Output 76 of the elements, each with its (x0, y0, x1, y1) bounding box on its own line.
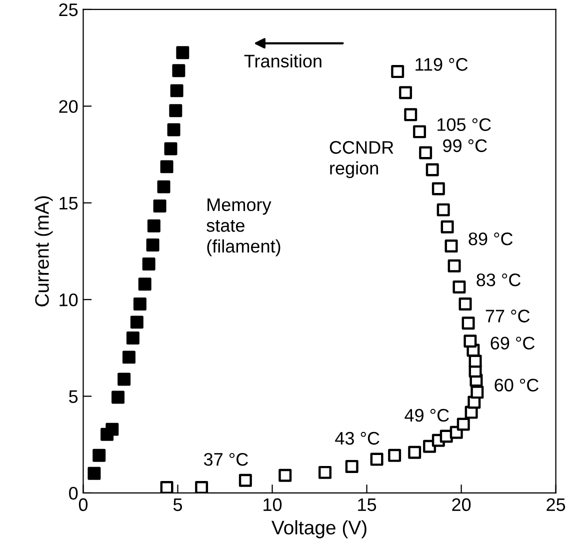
y-tick-label: 15 (60, 196, 78, 210)
point (436, 203, 450, 216)
annotation: Transition (244, 54, 322, 68)
annotation: 60 °C (494, 378, 539, 392)
annotation: 37 °C (204, 452, 248, 466)
annotation: 43 °C (335, 432, 380, 445)
point (169, 104, 182, 118)
x-tick-label: 10 (264, 498, 282, 512)
point (470, 386, 484, 399)
point (146, 238, 160, 252)
annotation: 77 °C (486, 310, 530, 322)
point (370, 452, 384, 466)
point (92, 448, 106, 462)
point (88, 466, 101, 480)
point (456, 418, 470, 431)
y-axis-title: Current (mA) (34, 196, 53, 306)
point (138, 278, 152, 291)
y-tick-label: 10 (60, 293, 78, 306)
annotation: 49 °C (404, 408, 449, 422)
point (157, 180, 170, 194)
point (426, 163, 439, 176)
point (133, 298, 146, 310)
point (404, 108, 418, 122)
x-tick-label: 0 (78, 498, 88, 512)
point (345, 460, 358, 473)
point (142, 257, 156, 270)
annotation: 119 °C (416, 58, 468, 71)
point (153, 199, 166, 212)
point (130, 316, 144, 329)
y-tick-label: 20 (59, 100, 78, 113)
point (147, 219, 160, 232)
point (160, 160, 174, 174)
annotation: 83 °C (476, 273, 521, 286)
point (444, 239, 458, 252)
point (318, 466, 332, 479)
point (462, 316, 475, 330)
x-tick-label: 15 (358, 498, 376, 512)
point (195, 481, 208, 493)
point (238, 474, 252, 487)
point (408, 446, 422, 459)
annotation: 69 °C (490, 336, 535, 350)
annotation: Memory state (filament) (206, 198, 280, 256)
point (126, 332, 140, 345)
x-axis-title: Voltage (V) (272, 520, 366, 538)
y-tick-label: 0 (69, 486, 78, 500)
point (278, 468, 292, 482)
point (164, 142, 178, 156)
point (388, 448, 402, 462)
point (167, 123, 180, 136)
point (118, 372, 131, 386)
y-tick-label: 25 (59, 3, 78, 16)
point (122, 350, 136, 364)
point (106, 422, 119, 436)
point (464, 334, 477, 348)
point (419, 146, 432, 160)
point (391, 65, 404, 78)
y-tick-label: 5 (69, 390, 78, 403)
x-tick-label: 20 (452, 498, 471, 512)
point (170, 84, 184, 98)
point (458, 298, 472, 310)
annotation: 89 °C (468, 232, 513, 246)
point (413, 125, 426, 138)
x-tick-label: 5 (173, 498, 182, 512)
point (112, 390, 124, 404)
point (172, 64, 186, 78)
point (448, 259, 461, 272)
point (452, 280, 466, 294)
x-tick-label: 25 (546, 498, 566, 512)
point (176, 46, 190, 60)
point (160, 481, 174, 493)
annotation: CCNDR region (330, 141, 394, 178)
annotation: 105 °C (438, 118, 491, 131)
annotation: 99 °C (443, 139, 487, 152)
point (440, 220, 454, 234)
point (399, 86, 412, 100)
point (432, 182, 445, 196)
